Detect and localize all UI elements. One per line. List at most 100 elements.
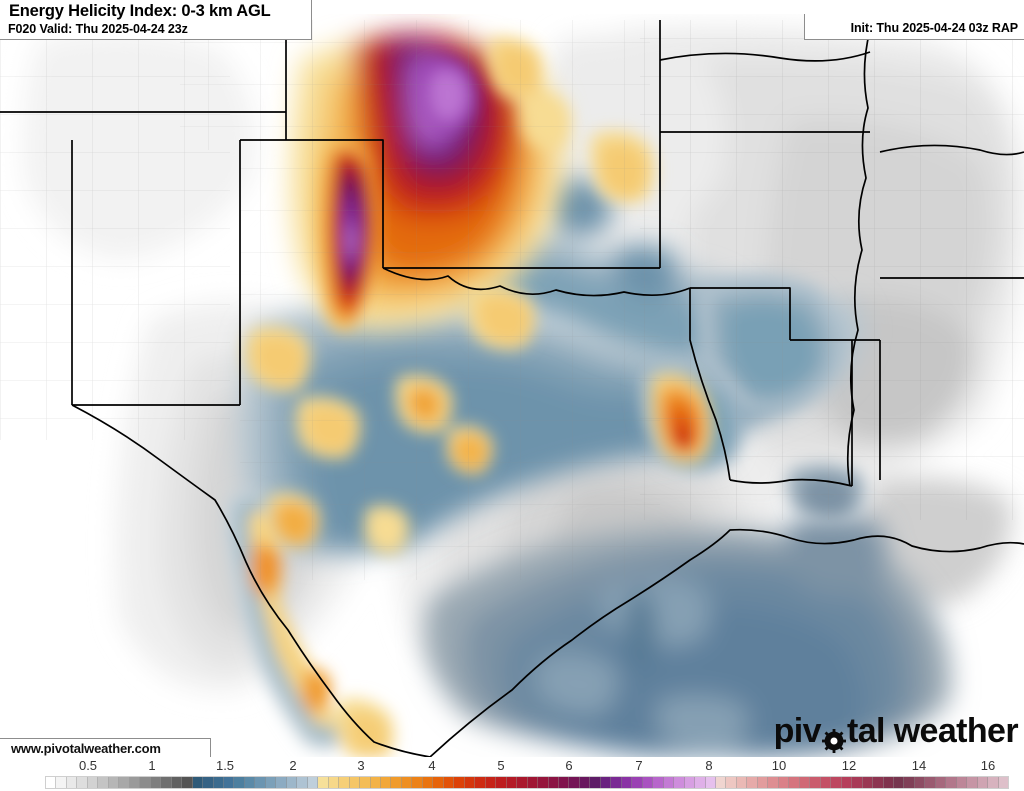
colorbar-cell	[265, 777, 277, 788]
colorbar-cell	[632, 777, 643, 788]
colorbar-cell	[977, 777, 989, 788]
colorbar-cell	[475, 777, 486, 788]
gulf-blue-field	[425, 513, 952, 757]
colorbar-tick-label: 6	[565, 758, 573, 773]
colorbar-cell	[98, 777, 109, 788]
brand-text-before: piv	[773, 712, 822, 750]
colorbar-cell	[736, 777, 748, 788]
colorbar-tick-label: 5	[497, 758, 505, 773]
colorbar-tick-label: 7	[635, 758, 643, 773]
gear-icon	[821, 723, 846, 753]
colorbar-cell	[412, 777, 423, 788]
colorbar-cell	[946, 777, 957, 788]
colorbar-cell	[140, 777, 151, 788]
colorbar-cell	[611, 777, 622, 788]
colorbar-cell	[433, 777, 444, 788]
colorbar-cell	[653, 777, 664, 788]
colorbar-cell	[213, 777, 224, 788]
colorbar-cell	[108, 777, 120, 788]
colorbar-cell	[349, 777, 361, 788]
colorbar-cell	[841, 777, 853, 788]
colorbar-cell	[370, 777, 381, 788]
colorbar-tick-label: 3	[357, 758, 365, 773]
colorbar-cell	[904, 777, 915, 788]
colorbar-cell	[360, 777, 371, 788]
state-borders	[0, 20, 1024, 757]
colorbar-cell	[988, 777, 999, 788]
colorbar-tick-label: 0.5	[78, 758, 98, 773]
colorbar-cell	[307, 777, 319, 788]
colorbar-cell	[893, 777, 905, 788]
colorbar-cell	[820, 777, 832, 788]
colorbar-cell	[663, 777, 675, 788]
colorbar-cell	[464, 777, 476, 788]
colorbar-cell	[579, 777, 591, 788]
colorbar-cell	[496, 777, 507, 788]
colorbar-cell	[328, 777, 340, 788]
colorbar-cell	[914, 777, 926, 788]
map-canvas	[0, 20, 1024, 757]
colorbar-cell	[182, 777, 193, 788]
colorbar-tick-label: 10	[771, 758, 787, 773]
colorbar-tick-label: 14	[911, 758, 927, 773]
colorbar-cell	[558, 777, 570, 788]
colorbar-cell	[203, 777, 214, 788]
colorbar-cell	[56, 777, 67, 788]
colorbar-cell	[726, 777, 737, 788]
colorbar-cell	[192, 777, 204, 788]
colorbar-cell	[77, 777, 88, 788]
colorbar-cell	[454, 777, 465, 788]
colorbar-cell	[695, 777, 706, 788]
colorbar-cell	[935, 777, 947, 788]
colorbar-cell	[642, 777, 654, 788]
brand-watermark: piv tal weather	[773, 712, 1019, 753]
colorbar-cell	[119, 777, 130, 788]
colorbar-cell	[569, 777, 580, 788]
colorbar-tick-label: 8	[705, 758, 713, 773]
colorbar-tick-label: 1	[148, 758, 156, 773]
colorbar-cell	[538, 777, 549, 788]
colorbar-tick-labels: 0.5 1 1.5 2 3 4 5 6 7 8 10 12 14 16	[0, 757, 1024, 775]
colorbar-cell	[757, 777, 769, 788]
colorbar-cell	[716, 777, 727, 788]
colorbar-cell	[129, 777, 141, 788]
colorbar-cell	[852, 777, 863, 788]
colorbar-cell	[684, 777, 696, 788]
colorbar-cell	[862, 777, 874, 788]
colorbar-tick-label: 12	[841, 758, 857, 773]
brand-text-after: tal weather	[846, 712, 1019, 750]
colorbar-cell	[590, 777, 601, 788]
colorbar-cell	[768, 777, 779, 788]
colorbar-cell	[674, 777, 685, 788]
colorbar-cell	[778, 777, 790, 788]
colorbar-cell	[286, 777, 298, 788]
site-url-label: www.pivotalweather.com	[11, 741, 161, 756]
colorbar-cell	[244, 777, 256, 788]
colorbar-cell	[391, 777, 402, 788]
colorbar-cell	[873, 777, 884, 788]
colorbar-tick-label: 4	[428, 758, 436, 773]
colorbar-cell	[956, 777, 968, 788]
colorbar-cell	[600, 777, 612, 788]
colorbar-cell	[548, 777, 559, 788]
colorbar-cell	[883, 777, 894, 788]
colorbar-gradient-strip[interactable]	[45, 776, 1009, 789]
colorbar[interactable]: 0.5 1 1.5 2 3 4 5 6 7 8 10 12 14 16	[0, 757, 1024, 791]
colorbar-cell	[318, 777, 329, 788]
colorbar-cell	[967, 777, 978, 788]
colorbar-tick-label: 2	[289, 758, 297, 773]
colorbar-cell	[87, 777, 99, 788]
colorbar-cell	[527, 777, 539, 788]
colorbar-cell	[339, 777, 350, 788]
colorbar-tick-label: 16	[980, 758, 996, 773]
colorbar-cell	[925, 777, 936, 788]
colorbar-cell	[422, 777, 434, 788]
colorbar-cell	[161, 777, 172, 788]
site-url-box	[0, 738, 211, 757]
colorbar-cell	[747, 777, 758, 788]
colorbar-cell	[506, 777, 518, 788]
colorbar-tick-label: 1.5	[215, 758, 235, 773]
weather-map-panel[interactable]	[0, 0, 1024, 757]
colorbar-cell	[276, 777, 287, 788]
colorbar-cell	[443, 777, 455, 788]
